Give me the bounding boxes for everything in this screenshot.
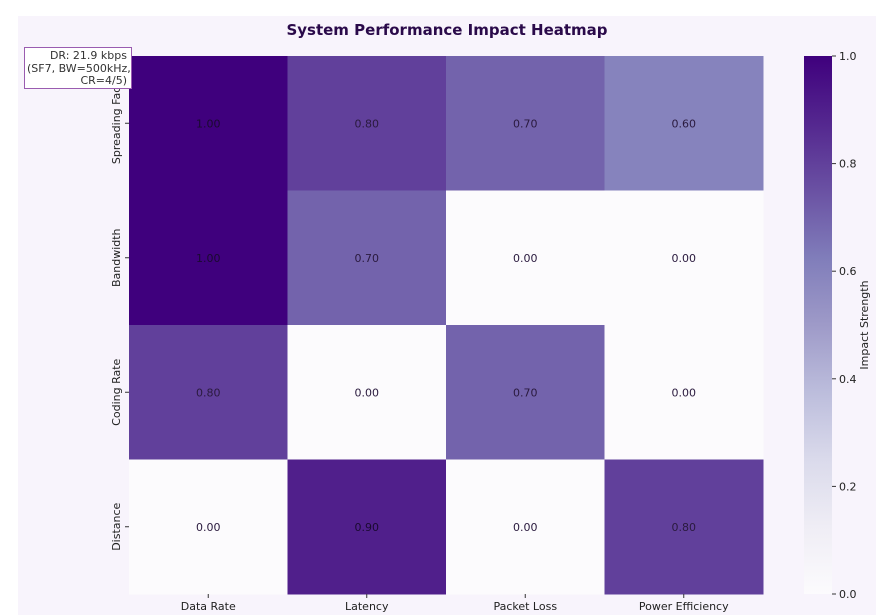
cell-value-label: 0.00 bbox=[355, 386, 380, 399]
heatmap-cell bbox=[604, 459, 764, 595]
annotation-line-1: DR: 21.9 kbps bbox=[49, 49, 127, 62]
cell-value-label: 0.00 bbox=[672, 386, 697, 399]
data-rate-annotation: DR: 21.9 kbps (SF7, BW=500kHz, CR=4/5) bbox=[24, 47, 132, 89]
x-tick-label: Latency bbox=[345, 600, 389, 613]
y-tick-label: Coding Rate bbox=[110, 358, 123, 425]
heatmap-cell bbox=[604, 190, 764, 326]
heatmap-cell bbox=[287, 459, 447, 595]
colorbar-tick-label: 0.6 bbox=[839, 265, 857, 278]
x-tick-label: Packet Loss bbox=[493, 600, 557, 613]
cell-value-label: 0.00 bbox=[513, 521, 538, 534]
annotation-line-2: (SF7, BW=500kHz, bbox=[27, 61, 131, 75]
heatmap-cell bbox=[604, 325, 764, 460]
heatmap-cell bbox=[287, 325, 447, 460]
cell-value-label: 0.00 bbox=[196, 521, 221, 534]
colorbar-tick-label: 0.4 bbox=[839, 373, 857, 386]
cell-value-label: 1.00 bbox=[196, 252, 221, 265]
cell-value-label: 0.80 bbox=[355, 117, 380, 130]
colorbar-tick-label: 1.0 bbox=[839, 50, 857, 63]
cell-value-label: 0.80 bbox=[196, 386, 221, 399]
y-axis-ticks: Spreading Fact Bandwidth Coding Rate Distan… bbox=[110, 82, 129, 551]
heatmap-cell bbox=[129, 56, 288, 191]
x-tick-label: Data Rate bbox=[181, 600, 236, 613]
cell-value-label: 0.70 bbox=[355, 252, 380, 265]
heatmap-cell bbox=[446, 325, 605, 460]
colorbar: 0.0 0.2 0.4 0.6 0.8 1.0 Impact Strength bbox=[804, 50, 871, 601]
heatmap-cell bbox=[129, 325, 288, 460]
colorbar-tick-label: 0.0 bbox=[839, 588, 857, 601]
heatmap-cell bbox=[604, 56, 764, 191]
cell-value-label: 0.70 bbox=[513, 386, 538, 399]
cell-value-label: 1.00 bbox=[196, 117, 221, 130]
y-tick-label: Distance bbox=[110, 502, 123, 550]
colorbar-ticks: 0.0 0.2 0.4 0.6 0.8 1.0 bbox=[832, 50, 857, 601]
colorbar-gradient bbox=[804, 56, 832, 594]
heatmap-cell bbox=[287, 56, 447, 191]
x-axis-ticks: Data Rate Latency Packet Loss Power Efficie… bbox=[181, 594, 729, 613]
heatmap-cells: 1.00 0.80 0.70 0.60 1.00 0.70 0.00 0.00 0.80 0.00… bbox=[129, 56, 764, 595]
heatmap-cell bbox=[446, 56, 605, 191]
heatmap-cell bbox=[129, 190, 288, 326]
colorbar-tick-label: 0.2 bbox=[839, 480, 857, 493]
y-tick-label: Spreading Fact bbox=[110, 82, 123, 164]
y-tick-label: Bandwidth bbox=[110, 228, 123, 287]
cell-value-label: 0.70 bbox=[513, 117, 538, 130]
cell-value-label: 0.00 bbox=[672, 252, 697, 265]
x-tick-label: Power Efficiency bbox=[639, 600, 729, 613]
heatmap-cell bbox=[287, 190, 447, 326]
heatmap-cell bbox=[446, 459, 605, 595]
cell-value-label: 0.00 bbox=[513, 252, 538, 265]
cell-value-label: 0.60 bbox=[672, 117, 697, 130]
cell-value-label: 0.80 bbox=[672, 521, 697, 534]
heatmap-cell bbox=[446, 190, 605, 326]
annotation-line-3: CR=4/5) bbox=[80, 74, 127, 87]
chart-title: System Performance Impact Heatmap bbox=[286, 21, 607, 39]
colorbar-label: Impact Strength bbox=[858, 280, 871, 369]
heatmap-cell bbox=[129, 459, 288, 595]
colorbar-tick-label: 0.8 bbox=[839, 158, 857, 171]
cell-value-label: 0.90 bbox=[355, 521, 380, 534]
